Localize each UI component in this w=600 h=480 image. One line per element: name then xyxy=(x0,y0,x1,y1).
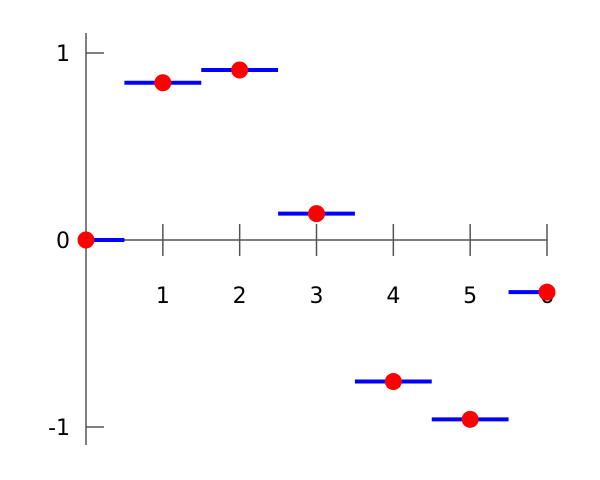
x-tick-label: 4 xyxy=(386,284,400,309)
data-point xyxy=(538,283,556,301)
x-tick-label: 3 xyxy=(310,284,324,309)
data-point xyxy=(154,74,172,92)
y-tick-label: -1 xyxy=(48,416,70,441)
x-tick-label: 5 xyxy=(463,284,477,309)
data-point xyxy=(77,231,95,249)
data-point xyxy=(461,410,479,428)
axes xyxy=(85,33,548,445)
data-point xyxy=(308,205,325,223)
x-tick-label: 2 xyxy=(233,284,247,309)
y-tick-label: 1 xyxy=(56,42,70,67)
y-tick-label: 0 xyxy=(56,229,70,254)
data-points xyxy=(77,61,556,428)
tick-labels: 12345610-1 xyxy=(48,42,554,441)
data-point xyxy=(231,61,249,79)
data-point xyxy=(384,373,402,391)
x-tick-label: 1 xyxy=(156,284,170,309)
